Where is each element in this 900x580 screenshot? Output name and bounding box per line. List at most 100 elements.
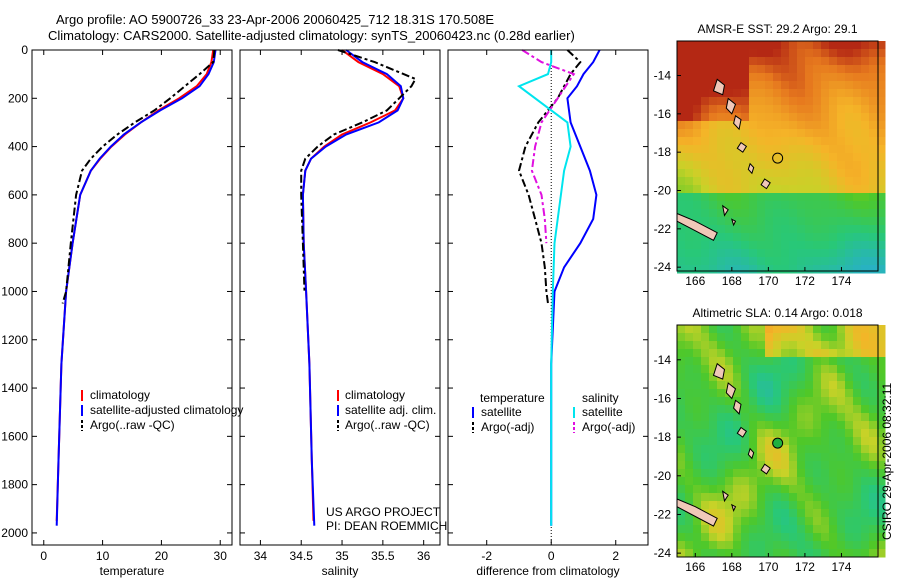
sla_map-cell [677,477,686,486]
sla_map-cell [685,373,694,382]
sst_map-cell [861,57,870,66]
sla_map-cell [797,437,806,446]
sla_map-cell [877,485,886,494]
sst_map-cell [877,209,886,218]
sla_map-cell [741,461,750,470]
sst_map-cell [861,233,870,242]
sst_map-cell [725,113,734,122]
sst_map-cell [741,137,750,146]
sst_map-cell [685,241,694,250]
sla_map-cell [725,397,734,406]
sst_map-cell [693,161,702,170]
sst_map-cell [741,81,750,90]
sla_map-cell [861,389,870,398]
sla_map-cell [845,333,854,342]
sst_map-cell [813,153,822,162]
sla_map-cell [805,429,814,438]
sst_map-cell [821,153,830,162]
sst_map-cell [717,217,726,226]
sla_map-cell [749,469,758,478]
sst_map-cell [805,169,814,178]
sla_map-cell [677,453,686,462]
sst_map-cell [861,201,870,210]
sla_map-cell [821,349,830,358]
sla_map-cell [853,525,862,534]
sst_map-cell [837,137,846,146]
sst_map-cell [709,193,718,202]
sst_map-cell [797,137,806,146]
sla_map-cell [821,541,830,550]
sla_map-cell [853,517,862,526]
sst_map-cell [789,185,798,194]
sla_map-cell [837,525,846,534]
sst_map-cell [765,137,774,146]
sst_map-cell [853,81,862,90]
sla_map-cell [749,413,758,422]
sst_map-cell [741,49,750,58]
sla_map-cell [781,477,790,486]
sla_map-cell [845,469,854,478]
salinity-xtick-label: 35.5 [371,549,395,563]
sst_map-cell [773,97,782,106]
sla_map-cell [709,509,718,518]
sst_map-cell [805,121,814,130]
sla_map-cell [821,453,830,462]
sst_map-title: AMSR-E SST: 29.2 Argo: 29.1 [697,22,857,36]
sst_map-cell [877,137,886,146]
sst_map-cell [685,137,694,146]
sst_map-cell [821,193,830,202]
sst_map-xtick-label: 168 [722,274,742,288]
sst_map-cell [677,113,686,122]
sst_map-cell [685,161,694,170]
sst_map-cell [781,41,790,50]
sst_map-cell [861,193,870,202]
sla_map-cell [781,549,790,558]
sla_map-cell [773,341,782,350]
sst_map-cell [853,65,862,74]
sst_map-cell [685,257,694,266]
sla_map-cell [701,485,710,494]
sla_map-cell [693,405,702,414]
sla_map-cell [861,461,870,470]
sst_map-cell [821,81,830,90]
sla_map-cell [741,525,750,534]
sst_map-cell [869,153,878,162]
sst_map-cell [773,81,782,90]
sla_map-cell [709,445,718,454]
sst_map-cell [845,41,854,50]
sst_map-cell [797,209,806,218]
sla_map-cell [733,525,742,534]
sla_map-cell [757,349,766,358]
sla_map-cell [725,429,734,438]
sst_map-cell [701,201,710,210]
sst_map-cell [781,145,790,154]
sla_map-cell [757,421,766,430]
sla_map-cell [781,333,790,342]
sst_map-cell [725,161,734,170]
sal-legend-label: climatology [345,388,405,402]
sla_map-cell [781,325,790,334]
sst_map-cell [773,129,782,138]
sla_map-cell [701,445,710,454]
sst_map-cell [693,169,702,178]
sla_map-cell [725,421,734,430]
sla_map-cell [829,413,838,422]
sla_map-cell [717,421,726,430]
sla_map-cell [709,365,718,374]
sla_map-cell [717,357,726,366]
sst_map-cell [821,129,830,138]
sst_map-cell [741,105,750,114]
sst_map-cell [709,145,718,154]
sla_map-cell [773,549,782,558]
sla_map-cell [861,549,870,558]
sst_map-cell [829,49,838,58]
sst_map-cell [837,89,846,98]
sla_map-cell [757,485,766,494]
sst_map-cell [773,89,782,98]
sla_map-cell [765,477,774,486]
sla_map-cell [773,525,782,534]
sla_map-cell [789,413,798,422]
sst_map-cell [757,113,766,122]
sst_map-frame [676,40,879,272]
sla_map-cell [709,541,718,550]
